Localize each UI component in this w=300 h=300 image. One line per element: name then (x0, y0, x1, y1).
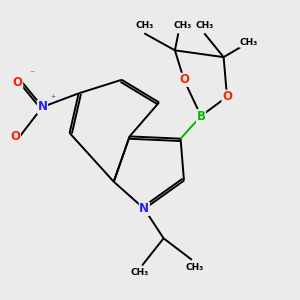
Text: CH₃: CH₃ (130, 268, 148, 278)
Text: O: O (13, 76, 22, 88)
Text: N: N (38, 100, 47, 113)
Text: ⁻: ⁻ (30, 70, 35, 80)
Text: B: B (196, 110, 206, 122)
Text: CH₃: CH₃ (174, 22, 192, 31)
Text: CH₃: CH₃ (135, 22, 154, 31)
Text: ⁺: ⁺ (50, 94, 55, 104)
Text: CH₃: CH₃ (240, 38, 258, 47)
Text: N: N (139, 202, 149, 215)
Text: O: O (179, 73, 189, 86)
Text: O: O (222, 90, 232, 103)
Text: CH₃: CH₃ (186, 263, 204, 272)
Text: CH₃: CH₃ (195, 22, 214, 31)
Text: O: O (10, 130, 20, 143)
